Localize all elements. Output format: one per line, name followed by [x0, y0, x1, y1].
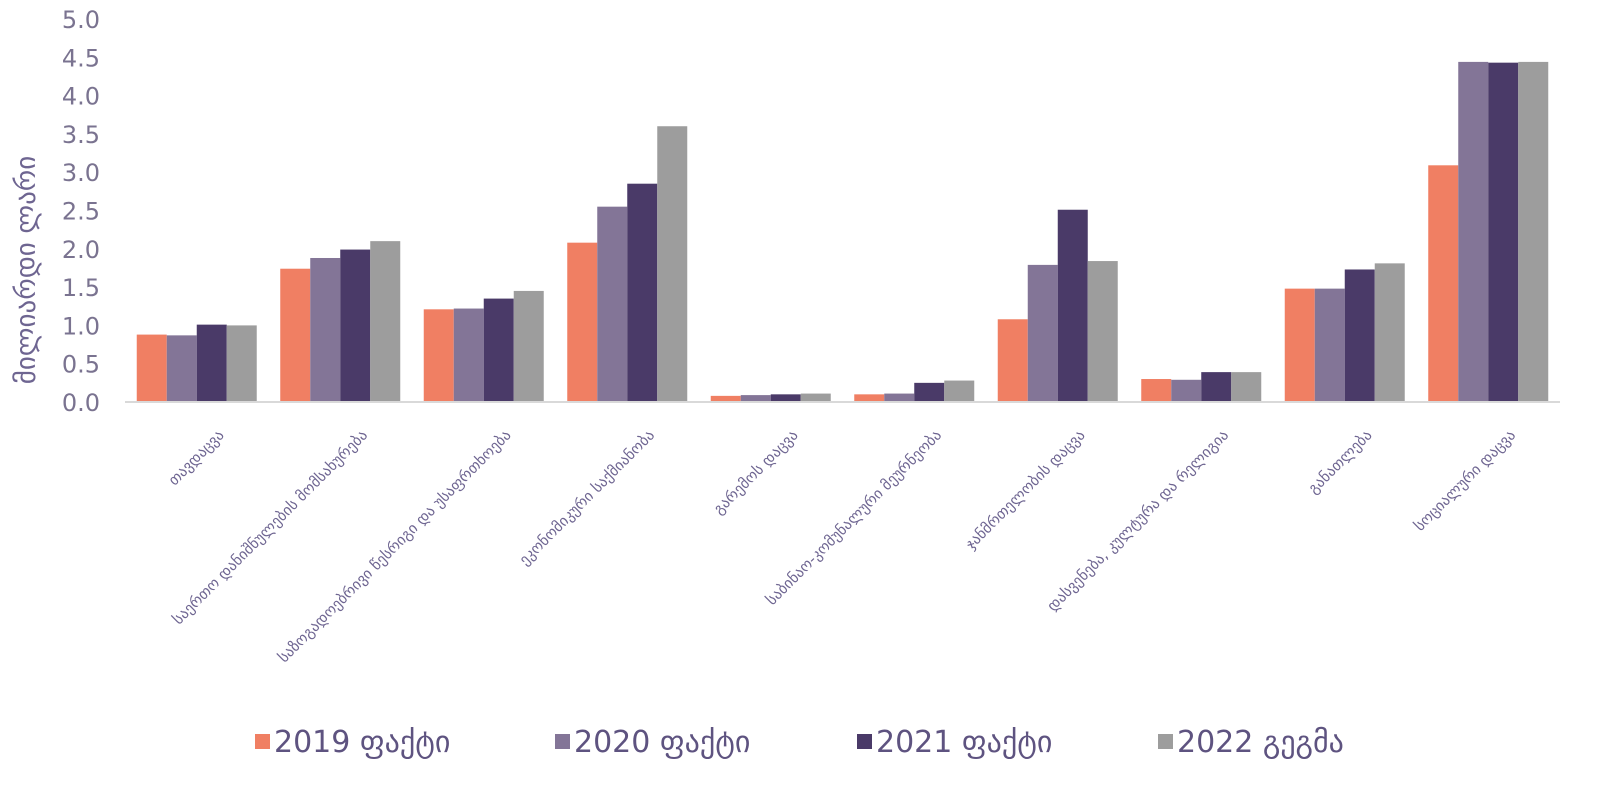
y-tick-label: 3.5 [62, 121, 100, 149]
bar [1458, 61, 1489, 403]
y-tick-label: 5.0 [62, 6, 100, 34]
y-tick-label: 0.0 [62, 389, 100, 417]
x-tick-label: ეკონომიკური საქმიანობა [515, 426, 658, 569]
y-tick-label: 2.5 [62, 198, 100, 226]
y-axis-label: მილიარდი ლარი [11, 156, 42, 385]
bar [1087, 261, 1118, 402]
x-tick-label: ჯანმრთელობის დაცვა [962, 426, 1089, 553]
bar [1374, 263, 1405, 402]
bar [423, 309, 454, 402]
y-tick-label: 4.5 [62, 44, 100, 72]
bar [453, 308, 484, 402]
bar [280, 268, 311, 402]
bar [657, 126, 688, 403]
bar [567, 242, 598, 402]
bar [1314, 288, 1345, 402]
bar [1231, 372, 1262, 402]
legend-label: 2021 ფაქტი [876, 725, 1052, 760]
y-axis-ticks: 0.0 0.5 1.0 1.5 2.0 2.5 3.0 3.5 4.0 4.5 5.0 [62, 6, 100, 417]
bar [310, 257, 341, 402]
bar [1488, 62, 1519, 403]
bar [770, 394, 801, 402]
bar [944, 380, 975, 402]
x-tick-label: საზოგადოებრივი წესრიგი და უსაფრთხოება [274, 426, 514, 666]
bar [1141, 379, 1172, 402]
y-tick-label: 2.0 [62, 236, 100, 264]
legend-label: 2020 ფაქტი [574, 725, 750, 760]
legend-swatch [1158, 734, 1173, 749]
y-tick-label: 0.5 [62, 351, 100, 379]
y-tick-label: 4.0 [62, 83, 100, 111]
y-tick-label: 1.0 [62, 312, 100, 340]
y-tick-label: 1.5 [62, 274, 100, 302]
x-tick-label: გარემოს დაცვა [710, 426, 802, 518]
bar [166, 335, 197, 402]
x-tick-label: განათლება [1304, 426, 1375, 497]
bar [740, 395, 771, 402]
bar [627, 183, 658, 402]
bar [1171, 379, 1202, 402]
bar [340, 249, 371, 402]
bar [1027, 264, 1058, 402]
bar [597, 206, 628, 402]
bar [1428, 165, 1459, 402]
bar [1057, 209, 1088, 402]
bar [854, 394, 885, 402]
x-tick-label: სოციალური დაცვა [1410, 426, 1519, 535]
bar [710, 395, 741, 402]
bar [800, 393, 831, 402]
bar [513, 290, 544, 402]
legend: 2019 ფაქტი 2020 ფაქტი 2021 ფაქტი 2022 გეგმა [255, 725, 1344, 760]
bar [997, 319, 1028, 402]
bar-series [136, 61, 1549, 403]
legend-label: 2019 ფაქტი [274, 725, 450, 760]
bar [196, 324, 227, 402]
bar [370, 241, 401, 402]
bar [1518, 61, 1549, 403]
bar [226, 325, 257, 402]
legend-label: 2022 გეგმა [1177, 725, 1344, 760]
legend-swatch [857, 734, 872, 749]
legend-swatch [555, 734, 570, 749]
x-tick-label: საბინაო-კომუნალური მეურნეობა [762, 426, 945, 609]
legend-swatch [255, 734, 270, 749]
bar [914, 382, 945, 402]
bar [1284, 288, 1315, 402]
y-tick-label: 3.0 [62, 159, 100, 187]
bar [1344, 269, 1375, 402]
bar [884, 393, 915, 402]
bar [1201, 372, 1232, 402]
bar [483, 298, 514, 402]
bar [136, 334, 167, 402]
x-tick-label: თავდაცვა [165, 426, 228, 489]
